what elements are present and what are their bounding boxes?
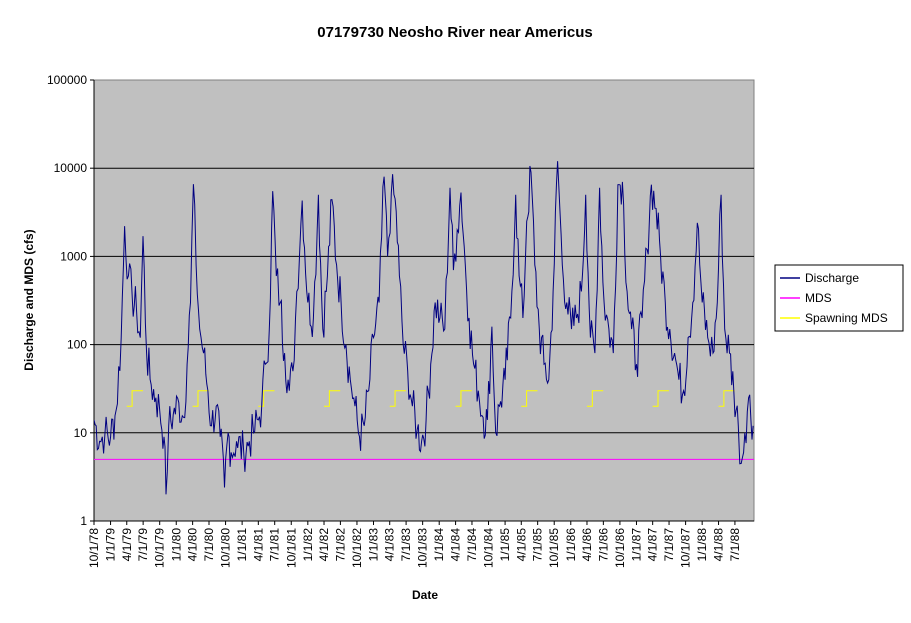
x-tick-label: 4/1/79 xyxy=(120,528,134,562)
spawning-mds-step xyxy=(718,390,735,407)
spawning-mds-step xyxy=(455,390,472,407)
x-tick-label: 10/1/87 xyxy=(679,528,693,568)
x-tick-label: 10/1/79 xyxy=(153,528,167,568)
x-tick-label: 7/1/86 xyxy=(596,528,610,562)
x-tick-label: 4/1/87 xyxy=(646,528,660,562)
x-tick-label: 7/1/82 xyxy=(333,528,347,562)
x-tick-label: 1/1/83 xyxy=(367,528,381,562)
chart-title: 07179730 Neosho River near Americus xyxy=(317,24,592,41)
spawning-mds-step xyxy=(586,390,604,407)
x-axis-label: Date xyxy=(412,588,438,602)
x-tick-label: 10/1/83 xyxy=(416,528,430,568)
x-tick-label: 4/1/80 xyxy=(186,528,200,562)
spawning-mds-step xyxy=(521,390,538,407)
y-tick-label: 10000 xyxy=(54,161,88,175)
spawning-mds-step xyxy=(652,390,669,407)
series-group xyxy=(94,161,754,495)
x-tick-label: 7/1/80 xyxy=(202,528,216,562)
x-tick-label: 4/1/85 xyxy=(514,528,528,562)
legend-entry: Discharge xyxy=(805,271,859,285)
x-tick-label: 7/1/85 xyxy=(531,528,545,562)
x-tick-label: 4/1/82 xyxy=(317,528,331,562)
x-tick-label: 7/1/84 xyxy=(465,528,479,562)
y-tick-label: 1 xyxy=(80,514,87,528)
x-tick-label: 10/1/82 xyxy=(350,528,364,568)
x-tick-label: 10/1/81 xyxy=(284,528,298,568)
plot-area xyxy=(93,79,755,522)
x-tick-label: 4/1/83 xyxy=(383,528,397,562)
spawning-mds-step xyxy=(126,390,143,407)
x-tick-label: 7/1/87 xyxy=(662,528,676,562)
x-tick-label: 10/1/86 xyxy=(613,528,627,568)
x-tick-label: 4/1/88 xyxy=(712,528,726,562)
plot-background xyxy=(93,79,755,522)
y-tick-label: 1000 xyxy=(60,249,87,263)
x-tick-label: 7/1/88 xyxy=(728,528,742,562)
spawning-mds-step xyxy=(258,390,275,407)
x-tick-label: 4/1/86 xyxy=(580,528,594,562)
y-axis-label: Discharge and MDS (cfs) xyxy=(22,229,36,370)
series-discharge-line xyxy=(94,161,754,495)
x-tick-label: 7/1/79 xyxy=(136,528,150,562)
x-tick-label: 10/1/80 xyxy=(219,528,233,568)
x-tick-label: 1/1/81 xyxy=(235,528,249,562)
x-tick-label: 4/1/84 xyxy=(449,528,463,562)
x-tick-label: 10/1/84 xyxy=(482,528,496,568)
x-tick-label: 7/1/81 xyxy=(268,528,282,562)
x-tick-label: 4/1/81 xyxy=(251,528,265,562)
x-tick-label: 1/1/79 xyxy=(104,528,118,562)
x-tick-label: 1/1/82 xyxy=(301,528,315,562)
x-tick-label: 1/1/86 xyxy=(564,528,578,562)
spawning-mds-step xyxy=(324,390,341,407)
x-tick-label: 1/1/88 xyxy=(695,528,709,562)
x-tick-label: 1/1/80 xyxy=(169,528,183,562)
x-tick-label: 10/1/78 xyxy=(87,528,101,568)
x-tick-label: 1/1/84 xyxy=(432,528,446,562)
y-tick-label: 100 xyxy=(67,338,87,352)
y-tick-label: 100000 xyxy=(47,73,87,87)
legend-entry: MDS xyxy=(805,291,832,305)
x-tick-label: 10/1/85 xyxy=(547,528,561,568)
x-tick-label: 1/1/87 xyxy=(629,528,643,562)
spawning-mds-step xyxy=(389,390,406,407)
legend: Discharge MDS Spawning MDS xyxy=(774,264,904,332)
legend-entry: Spawning MDS xyxy=(805,311,888,325)
spawning-mds-step xyxy=(192,390,209,407)
x-tick-label: 1/1/85 xyxy=(498,528,512,562)
x-tick-label: 7/1/83 xyxy=(399,528,413,562)
y-tick-label: 10 xyxy=(74,426,88,440)
